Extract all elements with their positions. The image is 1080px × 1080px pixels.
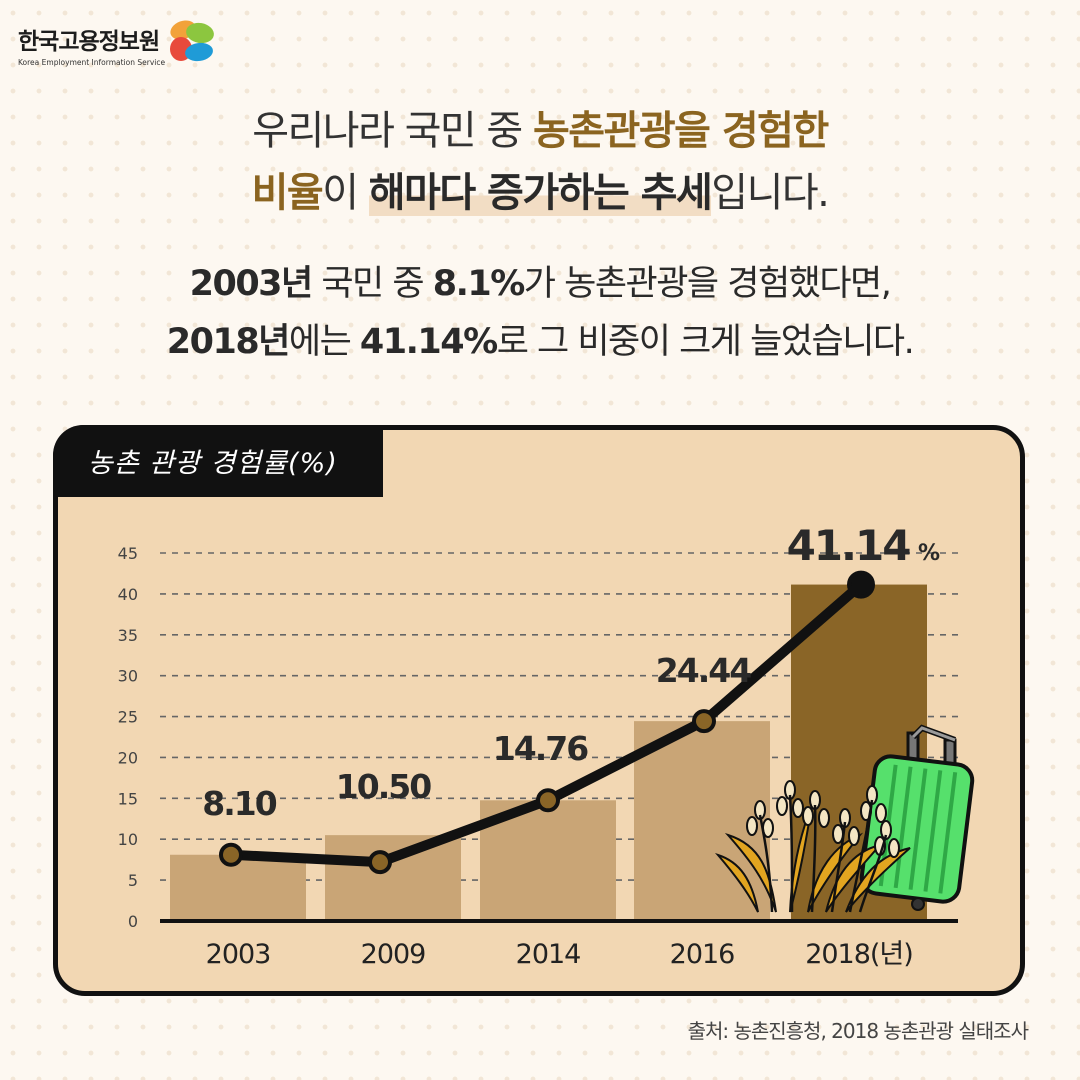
- chart-title: 농촌 관광 경험률(%): [88, 448, 338, 479]
- rice-plant-icon: [714, 780, 911, 913]
- headline: 우리나라 국민 중 농촌관광을 경험한 비율이 해마다 증가하는 추세입니다.: [0, 100, 1080, 224]
- summary-text: 로 그 비중이 크게 늘었습니다.: [496, 322, 915, 362]
- y-tick-label: 10: [118, 830, 138, 849]
- data-point: [692, 709, 716, 734]
- y-tick-label: 35: [118, 626, 138, 645]
- logo-mark-icon: [170, 20, 214, 62]
- summary: 2003년 국민 중 8.1%가 농촌관광을 경험했다면, 2018년에는 41…: [0, 255, 1080, 371]
- summary-text: 국민 중: [311, 264, 433, 304]
- y-tick-label: 20: [118, 748, 138, 767]
- bar: [170, 854, 306, 921]
- chart-title-tab: [53, 425, 383, 497]
- summary-year: 2018년: [166, 322, 291, 362]
- data-label: 24.44: [656, 651, 751, 690]
- source-note: 출처: 농촌진흥청, 2018 농촌관광 실태조사: [687, 1019, 1029, 1043]
- headline-highlight: 농촌관광을 경험한: [532, 108, 829, 154]
- data-point: [536, 788, 560, 813]
- data-point: [219, 842, 243, 867]
- data-label: 10.50: [336, 767, 431, 806]
- data-label: 14.76: [493, 729, 588, 768]
- headline-text: 우리나라 국민 중: [252, 108, 533, 154]
- summary-text: 가 농촌관광을 경험했다면,: [523, 264, 892, 304]
- headline-emphasis: 해마다 증가하는 추세: [368, 170, 713, 216]
- data-label: 8.10: [202, 784, 276, 823]
- x-tick-label: 2014: [516, 939, 581, 970]
- logo: 한국고용정보원 Korea Employment Information Ser…: [18, 20, 214, 67]
- y-tick-label: 25: [118, 708, 138, 727]
- y-tick-label: 30: [118, 667, 138, 686]
- y-tick-label: 5: [128, 871, 138, 890]
- x-tick-label: 2009: [361, 939, 426, 970]
- data-point: [847, 570, 875, 599]
- x-tick-label: 2018(년): [805, 939, 913, 970]
- y-tick-label: 45: [118, 544, 138, 563]
- logo-subtitle: Korea Employment Information Service: [18, 58, 166, 67]
- summary-value: 8.1%: [432, 264, 526, 304]
- headline-text: 이: [322, 170, 369, 216]
- headline-text: 입니다.: [711, 170, 830, 216]
- y-tick-label: 40: [118, 585, 138, 604]
- logo-name: 한국고용정보원: [18, 29, 160, 55]
- summary-text: 에는: [288, 322, 360, 362]
- y-tick-label: 0: [128, 912, 138, 931]
- summary-value: 41.14%: [359, 322, 498, 362]
- data-point: [368, 850, 392, 875]
- x-tick-label: 2016: [670, 939, 735, 970]
- x-tick-label: 2003: [206, 939, 271, 970]
- data-label-unit: %: [918, 541, 940, 566]
- y-tick-label: 15: [118, 789, 138, 808]
- summary-year: 2003년: [189, 264, 314, 304]
- data-label: 41.14: [787, 521, 911, 570]
- headline-highlight: 비율: [251, 170, 324, 216]
- bar: [325, 835, 461, 921]
